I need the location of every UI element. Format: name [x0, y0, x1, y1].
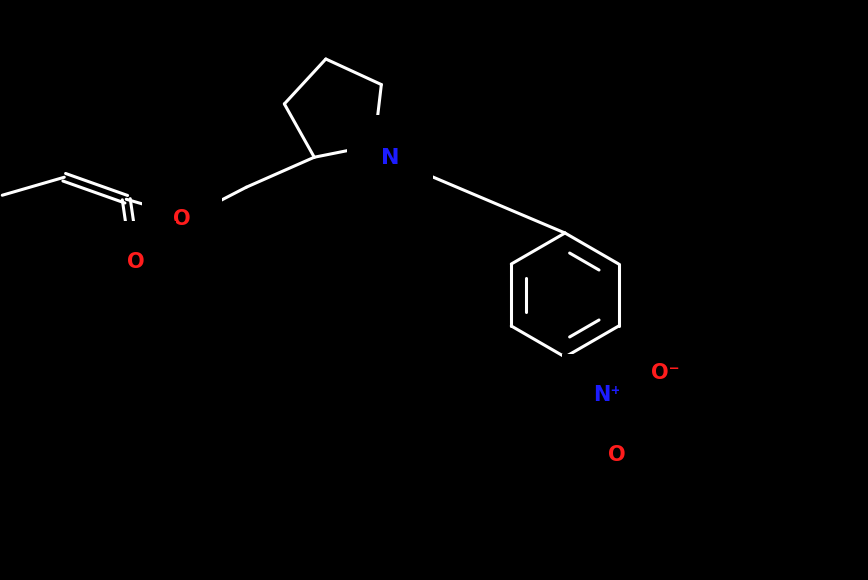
Text: O: O: [608, 445, 626, 465]
Text: O: O: [128, 252, 145, 272]
Text: O⁻: O⁻: [651, 363, 680, 383]
Text: N: N: [381, 148, 399, 168]
Text: O: O: [174, 209, 191, 229]
Text: N⁺: N⁺: [593, 385, 621, 405]
